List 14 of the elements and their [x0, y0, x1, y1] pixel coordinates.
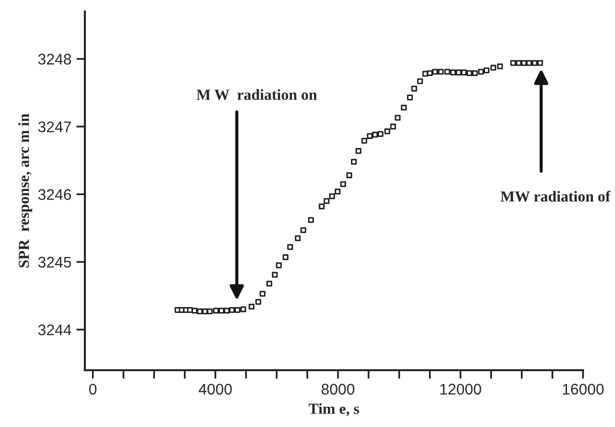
y-tick-label: 3246: [38, 189, 72, 200]
x-axis-title: Tim e, s: [308, 403, 360, 416]
x-tick-label: 0: [89, 384, 96, 395]
x-tick-label: 8000: [322, 384, 354, 395]
y-tick-label: 3244: [38, 324, 72, 336]
y-tick-label: 3247: [38, 121, 71, 132]
y-axis-title: SPR response, arc m in: [18, 114, 32, 268]
x-tick-label: 4000: [198, 384, 232, 395]
y-tick-label: 3248: [38, 54, 72, 65]
x-tick-label: 16000: [562, 384, 604, 395]
annotation: MW radiation of: [500, 190, 611, 202]
annotation: M W radiation on: [196, 89, 317, 100]
x-tick-label: 12000: [440, 384, 482, 395]
y-tick-label: 3245: [38, 256, 72, 268]
